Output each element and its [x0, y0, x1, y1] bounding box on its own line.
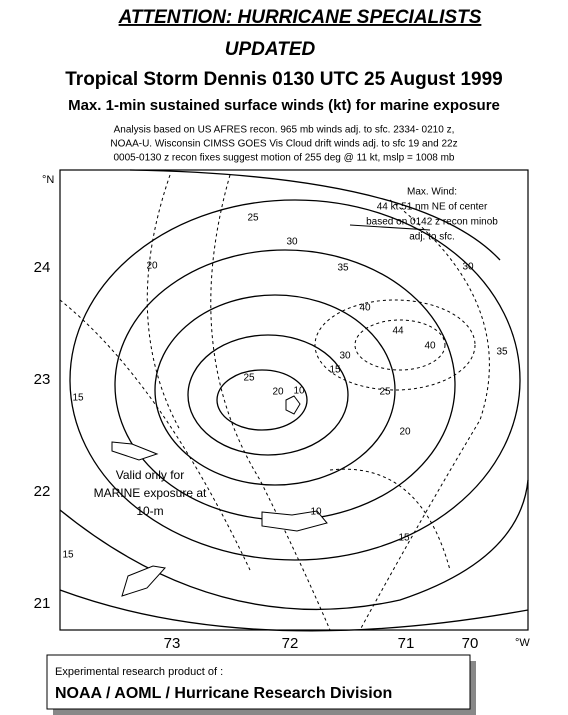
contour-label: 30: [462, 262, 474, 273]
contour-label: 10: [293, 386, 305, 397]
footer-line: NOAA / AOML / Hurricane Research Divisio…: [55, 685, 392, 702]
contour-label: 15: [398, 533, 410, 544]
contour-label: 25: [243, 373, 255, 384]
lon-unit: °W: [515, 637, 530, 649]
contour-label: 10: [310, 507, 322, 518]
max-wind-note: Max. Wind:: [407, 187, 457, 198]
contour-label: 40: [359, 303, 371, 314]
lat-tick-label: 21: [34, 595, 51, 612]
contour-label: 15: [62, 550, 74, 561]
contour-label: 35: [496, 347, 508, 358]
contour-label: 20: [272, 387, 284, 398]
contour-label: 15: [72, 393, 84, 404]
footer-line: Experimental research product of :: [55, 666, 223, 678]
max-wind-note: 44 kt 51 nm NE of center: [377, 202, 488, 213]
valid-note: 10-m: [136, 504, 163, 518]
analysis-note: Analysis based on US AFRES recon. 965 mb…: [114, 125, 455, 136]
lon-tick-label: 71: [398, 635, 415, 652]
updated: UPDATED: [225, 39, 316, 60]
footer-box: [46, 654, 476, 715]
max-wind-note: adj. to sfc.: [409, 232, 455, 243]
contour-label: 30: [286, 237, 298, 248]
lat-tick-label: 23: [34, 371, 51, 388]
contour-label: 35: [337, 263, 349, 274]
contour-label: 25: [247, 213, 259, 224]
map-frame: [59, 169, 529, 632]
title: Tropical Storm Dennis 0130 UTC 25 August…: [65, 69, 503, 90]
contour-label: 25: [379, 387, 391, 398]
max-wind-note: based on 0142 z recon minob: [366, 217, 498, 228]
contour-label: 44: [392, 326, 404, 337]
attention: ATTENTION: HURRICANE SPECIALISTS: [118, 7, 482, 28]
subtitle: Max. 1-min sustained surface winds (kt) …: [68, 97, 500, 114]
valid-note: Valid only for: [116, 468, 184, 482]
lon-tick-label: 72: [282, 635, 299, 652]
lon-tick-label: 73: [164, 635, 181, 652]
lat-tick-label: 22: [34, 483, 51, 500]
contour-label: 20: [399, 427, 411, 438]
lon-tick-label: 70: [462, 635, 479, 652]
analysis-note: NOAA-U. Wisconsin CIMSS GOES Vis Cloud d…: [110, 139, 457, 150]
contour-label: 15: [329, 365, 341, 376]
lat-unit: °N: [42, 174, 54, 186]
contour-label: 30: [339, 351, 351, 362]
analysis-note: 0005-0130 z recon fixes suggest motion o…: [113, 153, 454, 164]
contour-label: 20: [146, 261, 158, 272]
valid-note: MARINE exposure at: [94, 486, 207, 500]
lat-tick-label: 24: [34, 259, 51, 276]
contour-label: 40: [424, 341, 436, 352]
